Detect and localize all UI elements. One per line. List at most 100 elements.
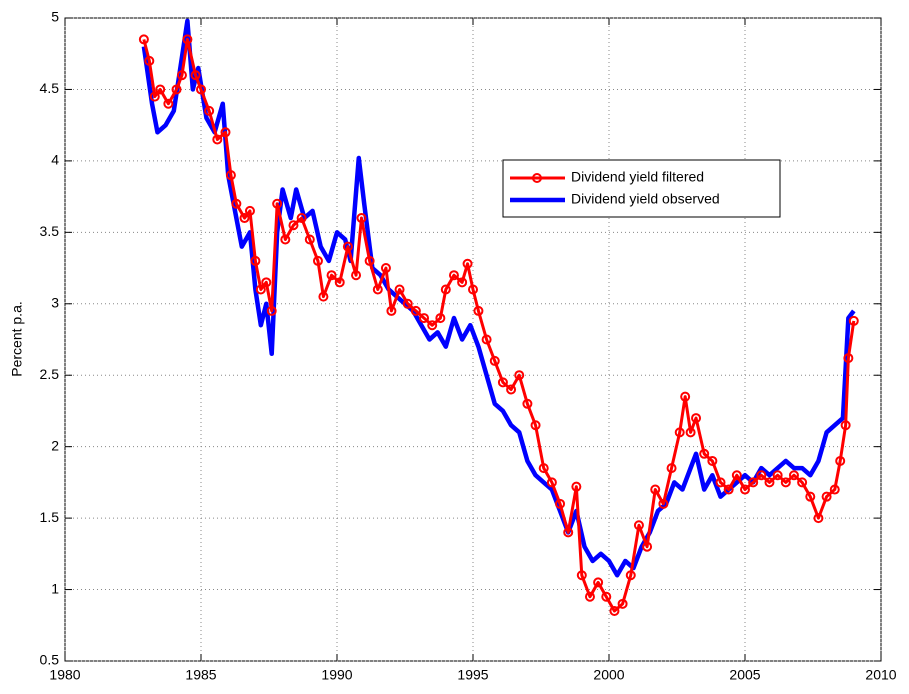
data-point <box>576 570 587 581</box>
data-point <box>364 255 375 266</box>
data-point <box>155 84 166 95</box>
data-point <box>261 277 272 288</box>
data-point <box>144 55 155 66</box>
data-point <box>685 427 696 438</box>
data-point <box>231 198 242 209</box>
data-point <box>530 420 541 431</box>
data-point <box>394 284 405 295</box>
data-point <box>506 384 517 395</box>
data-point <box>617 598 628 609</box>
y-tick-label: 4 <box>51 152 59 168</box>
data-point <box>296 213 307 224</box>
data-point <box>334 277 345 288</box>
legend-label: Dividend yield filtered <box>571 169 704 185</box>
data-point <box>250 255 261 266</box>
data-point <box>440 284 451 295</box>
y-tick-label: 4.5 <box>40 80 60 96</box>
data-point <box>764 477 775 488</box>
data-point <box>805 491 816 502</box>
data-point <box>840 420 851 431</box>
data-point <box>593 577 604 588</box>
data-point <box>435 313 446 324</box>
data-point <box>772 470 783 481</box>
data-point <box>244 205 255 216</box>
data-point <box>707 455 718 466</box>
x-tick-label: 2010 <box>865 667 896 683</box>
data-point <box>843 353 854 364</box>
data-point <box>658 498 669 509</box>
y-axis-label: Percent p.a. <box>9 301 25 377</box>
y-tick-label: 2.5 <box>40 366 60 382</box>
data-point <box>522 398 533 409</box>
data-point <box>288 220 299 231</box>
data-point <box>481 334 492 345</box>
data-point <box>272 198 283 209</box>
data-point <box>356 213 367 224</box>
data-point <box>821 491 832 502</box>
data-point <box>196 84 206 95</box>
x-tick-label: 1985 <box>185 667 216 683</box>
data-point <box>225 170 236 181</box>
y-tick-label: 1 <box>51 580 59 596</box>
x-tick-label: 2005 <box>729 667 760 683</box>
data-point <box>204 105 215 116</box>
data-point <box>538 463 549 474</box>
data-point <box>546 477 557 488</box>
y-tick-label: 3 <box>51 294 59 310</box>
data-point <box>280 234 291 245</box>
data-point <box>748 477 759 488</box>
data-point <box>266 305 277 316</box>
data-point <box>797 477 808 488</box>
data-point <box>326 270 337 281</box>
data-point <box>304 234 315 245</box>
data-point <box>609 605 620 616</box>
legend-box <box>502 159 781 218</box>
data-point <box>571 481 582 492</box>
data-point <box>633 520 644 531</box>
data-point <box>740 484 750 495</box>
series-line <box>141 18 856 578</box>
data-point <box>788 470 799 481</box>
data-point <box>563 527 574 538</box>
plot-area <box>64 17 882 662</box>
data-point <box>468 284 478 295</box>
data-point <box>674 427 685 438</box>
y-tick-label: 2 <box>51 437 59 453</box>
data-point <box>410 305 421 316</box>
data-point <box>149 91 160 102</box>
data-point <box>190 70 201 81</box>
data-point <box>462 258 473 269</box>
data-point <box>171 84 182 95</box>
data-point <box>386 305 397 316</box>
data-point <box>163 98 174 109</box>
data-point <box>342 241 353 252</box>
data-point <box>212 134 223 145</box>
data-point <box>555 498 566 509</box>
data-point <box>419 313 430 324</box>
data-point <box>691 413 702 424</box>
data-point <box>666 463 677 474</box>
data-point <box>514 370 525 381</box>
data-point <box>427 320 438 331</box>
data-point <box>380 263 391 274</box>
data-point <box>699 448 710 459</box>
legend: Dividend yield filtered Dividend yield ob… <box>502 159 781 218</box>
data-point <box>182 34 193 45</box>
data-point <box>813 513 824 524</box>
x-tick-label: 2000 <box>593 667 624 683</box>
data-point <box>351 270 362 281</box>
data-point <box>625 570 636 581</box>
data-point <box>497 377 508 388</box>
y-tick-label: 1.5 <box>40 509 60 525</box>
data-point <box>402 298 413 309</box>
y-tick-label: 5 <box>51 9 59 25</box>
data-point <box>731 470 742 481</box>
data-point <box>312 255 323 266</box>
data-point <box>829 484 840 495</box>
data-point <box>239 213 250 224</box>
data-point <box>138 34 149 45</box>
data-point <box>372 284 383 295</box>
legend-label: Dividend yield observed <box>571 191 720 207</box>
